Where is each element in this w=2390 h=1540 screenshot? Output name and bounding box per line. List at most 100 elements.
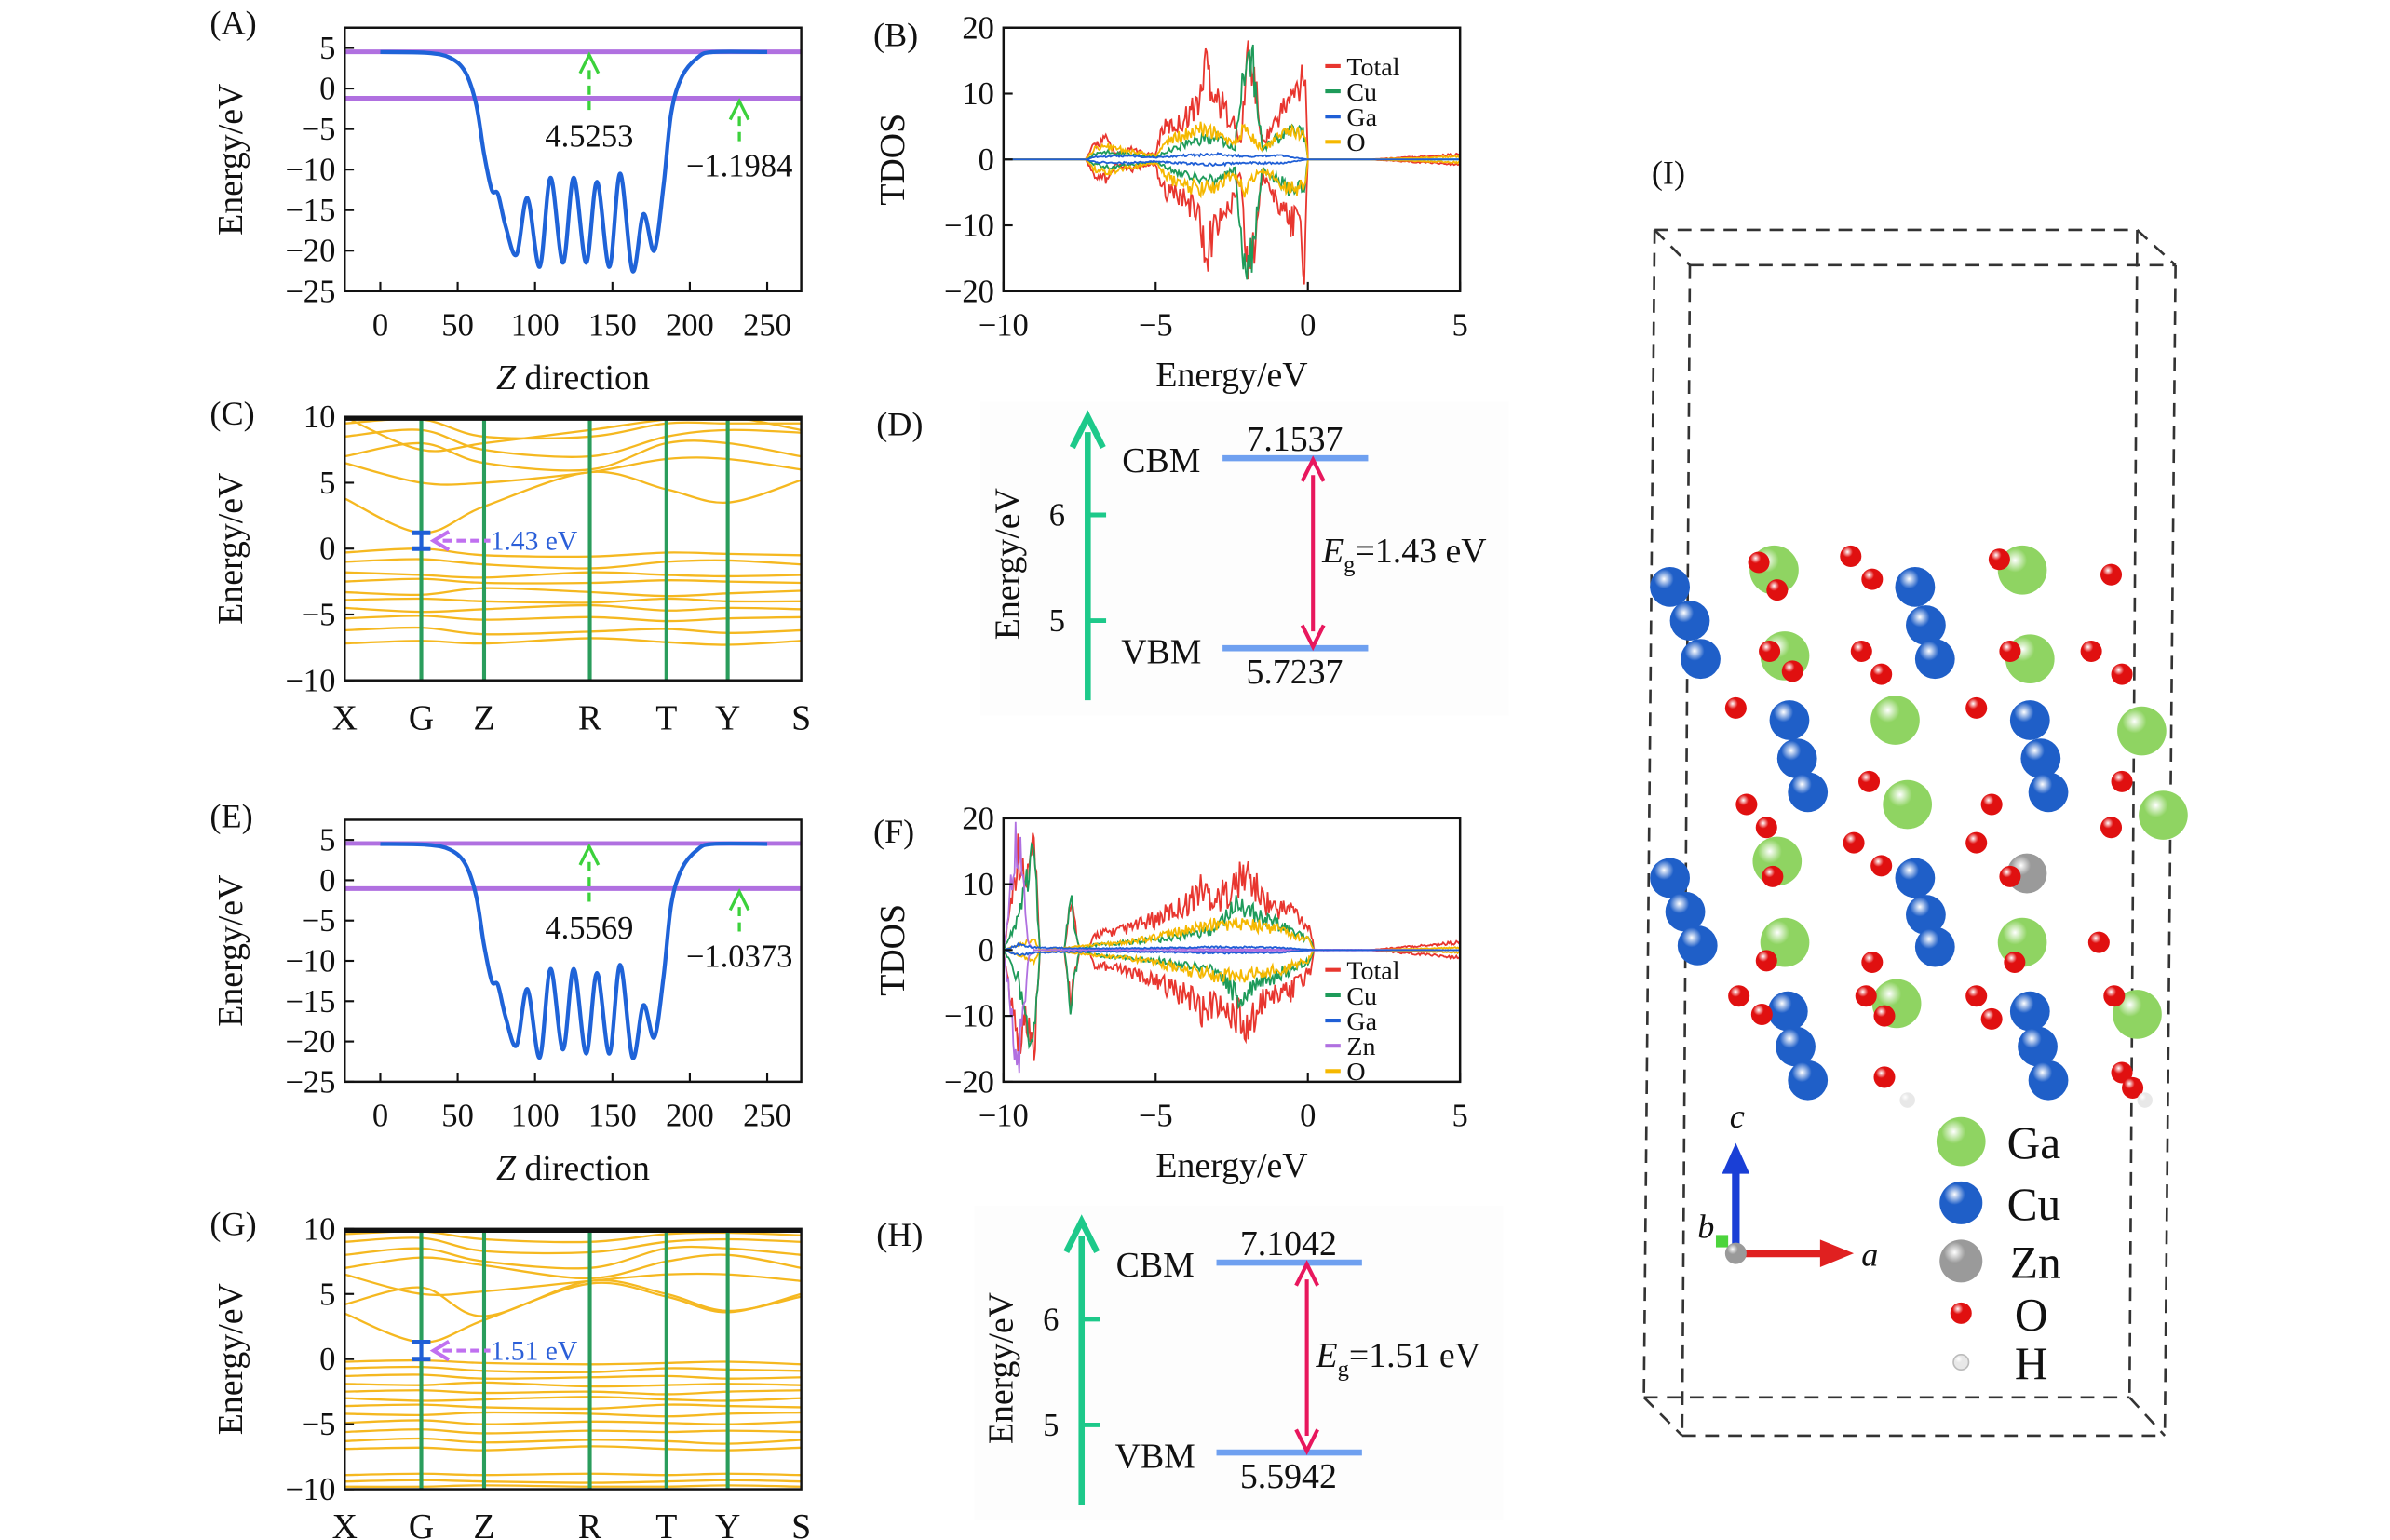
y-tick-label: −15 [285, 193, 335, 228]
k-point-label: S [791, 1507, 811, 1540]
panel-label-e: (E) [209, 798, 252, 835]
legend-label-ga: Ga [1346, 1007, 1377, 1036]
dos-series-o-down [1003, 158, 1461, 199]
legend-label-o: O [2015, 1289, 2048, 1340]
atom-cu [2009, 991, 2050, 1032]
fermi-level-annotation: −1.0373 [686, 939, 793, 974]
panel-label-i: (I) [1652, 155, 1685, 192]
atom-o [1980, 1007, 2003, 1030]
x-tick-label: 100 [511, 307, 560, 343]
legend-swatch-o [1950, 1302, 1972, 1324]
y-tick-label: −5 [302, 597, 336, 632]
band-line [344, 1236, 802, 1255]
band-gap-value: =1.51 eV [1349, 1336, 1480, 1375]
energy-level-diagram-d: 6 5 Energy/eV CBM VBM 7.1537 5.7237 Eg=1.43 eV [980, 401, 1509, 716]
legend-label-zn: Zn [1346, 1033, 1375, 1061]
band-gap-symbol: E [1321, 532, 1344, 571]
atom-o [1980, 793, 2003, 816]
x-axis-label: Energy/eV [1155, 356, 1307, 395]
atom-cu [2028, 1060, 2069, 1101]
k-point-label: R [578, 698, 602, 737]
axis-origin [1724, 1242, 1747, 1264]
y-tick-label: −25 [285, 274, 335, 309]
panel-label-a: (A) [209, 4, 256, 41]
y-tick-label: −10 [285, 944, 335, 979]
band-line [344, 439, 802, 472]
y-axis-label: TDOS [873, 114, 912, 206]
y-tick-label: −15 [285, 984, 335, 1020]
x-axis-label-symbol: Z [496, 1149, 517, 1188]
dos-plot-f: −10 −5 0 520100−10−20TotalCuGaZnOEnergy/eVT… [873, 801, 1468, 1185]
atom-o [1999, 640, 2021, 662]
y-tick-label: −10 [285, 1472, 335, 1507]
k-point-label: G [409, 1507, 434, 1540]
panel-label-h: (H) [876, 1216, 923, 1253]
band-line [344, 1403, 802, 1411]
legend-label-zn: Zn [2010, 1236, 2061, 1288]
dos-series-ga-down [1003, 158, 1461, 168]
atom-cu [1914, 639, 1955, 680]
band-line [344, 1381, 802, 1388]
b-axis-label: b [1697, 1209, 1714, 1246]
atom-o [1965, 985, 1988, 1007]
band-line [344, 1389, 802, 1396]
x-tick-label: −10 [979, 1099, 1029, 1134]
unit-cell-edge [1642, 1396, 1683, 1437]
band-gap-subscript: g [1344, 552, 1355, 577]
x-axis-label-symbol: Z [496, 358, 517, 398]
atom-o [1781, 660, 1803, 682]
band-line [344, 1419, 802, 1425]
arrow-head-icon [578, 51, 601, 74]
band-line [344, 637, 802, 646]
y-tick-label: −10 [944, 999, 994, 1034]
dos-series-o-up [1003, 121, 1461, 161]
panel-label-d: (D) [876, 405, 923, 442]
band-line [344, 1472, 802, 1477]
cbm-label: CBM [1122, 441, 1200, 480]
atom-o [1840, 545, 1862, 567]
atom-h [2137, 1092, 2153, 1108]
k-point-label: Z [473, 1507, 494, 1540]
y-axis-label: Energy/eV [211, 875, 250, 1027]
x-tick-label: 150 [588, 1099, 637, 1134]
y-tick-label: 6 [1043, 1302, 1059, 1337]
atom-ga [1870, 696, 1920, 745]
band-line [344, 416, 802, 453]
y-tick-label: 0 [319, 863, 335, 898]
atom-o [2111, 770, 2133, 792]
vbm-value: 5.5942 [1240, 1457, 1337, 1496]
band-line [344, 1479, 802, 1484]
atom-o [1861, 951, 1884, 974]
atom-cu [1895, 566, 1936, 607]
legend-swatch-zn [1939, 1239, 1983, 1283]
x-tick-label: −5 [1139, 307, 1173, 343]
k-point-label: T [655, 698, 677, 737]
k-point-label: Z [473, 698, 494, 737]
y-tick-label: 6 [1049, 498, 1065, 534]
atom-o [1762, 865, 1784, 887]
atom-o [1873, 1005, 1896, 1027]
atom-h [1899, 1092, 1915, 1108]
legend-label-cu: Cu [1346, 982, 1377, 1011]
arrow-head-icon [429, 1339, 451, 1362]
x-tick-label: 5 [1452, 307, 1468, 343]
y-tick-label: 5 [1043, 1408, 1059, 1443]
atom-o [2100, 563, 2123, 586]
panel-label-c: (C) [209, 395, 254, 432]
k-point-label: Y [715, 1507, 740, 1540]
band-line [344, 1373, 802, 1380]
atom-o [1724, 696, 1747, 719]
band-line [344, 577, 802, 585]
atom-cu [1669, 601, 1710, 641]
atom-cu [1788, 1060, 1829, 1101]
atom-cu [2018, 1026, 2058, 1067]
band-gap-text: Eg=1.51 eV [1315, 1336, 1480, 1382]
x-tick-label: 250 [743, 307, 791, 343]
x-axis-label: Energy/eV [1155, 1146, 1307, 1185]
atom-o [1850, 640, 1872, 662]
atom-o [2080, 640, 2102, 662]
legend-label-total: Total [1346, 53, 1399, 82]
unit-cell-edge [1654, 229, 1691, 266]
atom-o [1748, 551, 1770, 574]
